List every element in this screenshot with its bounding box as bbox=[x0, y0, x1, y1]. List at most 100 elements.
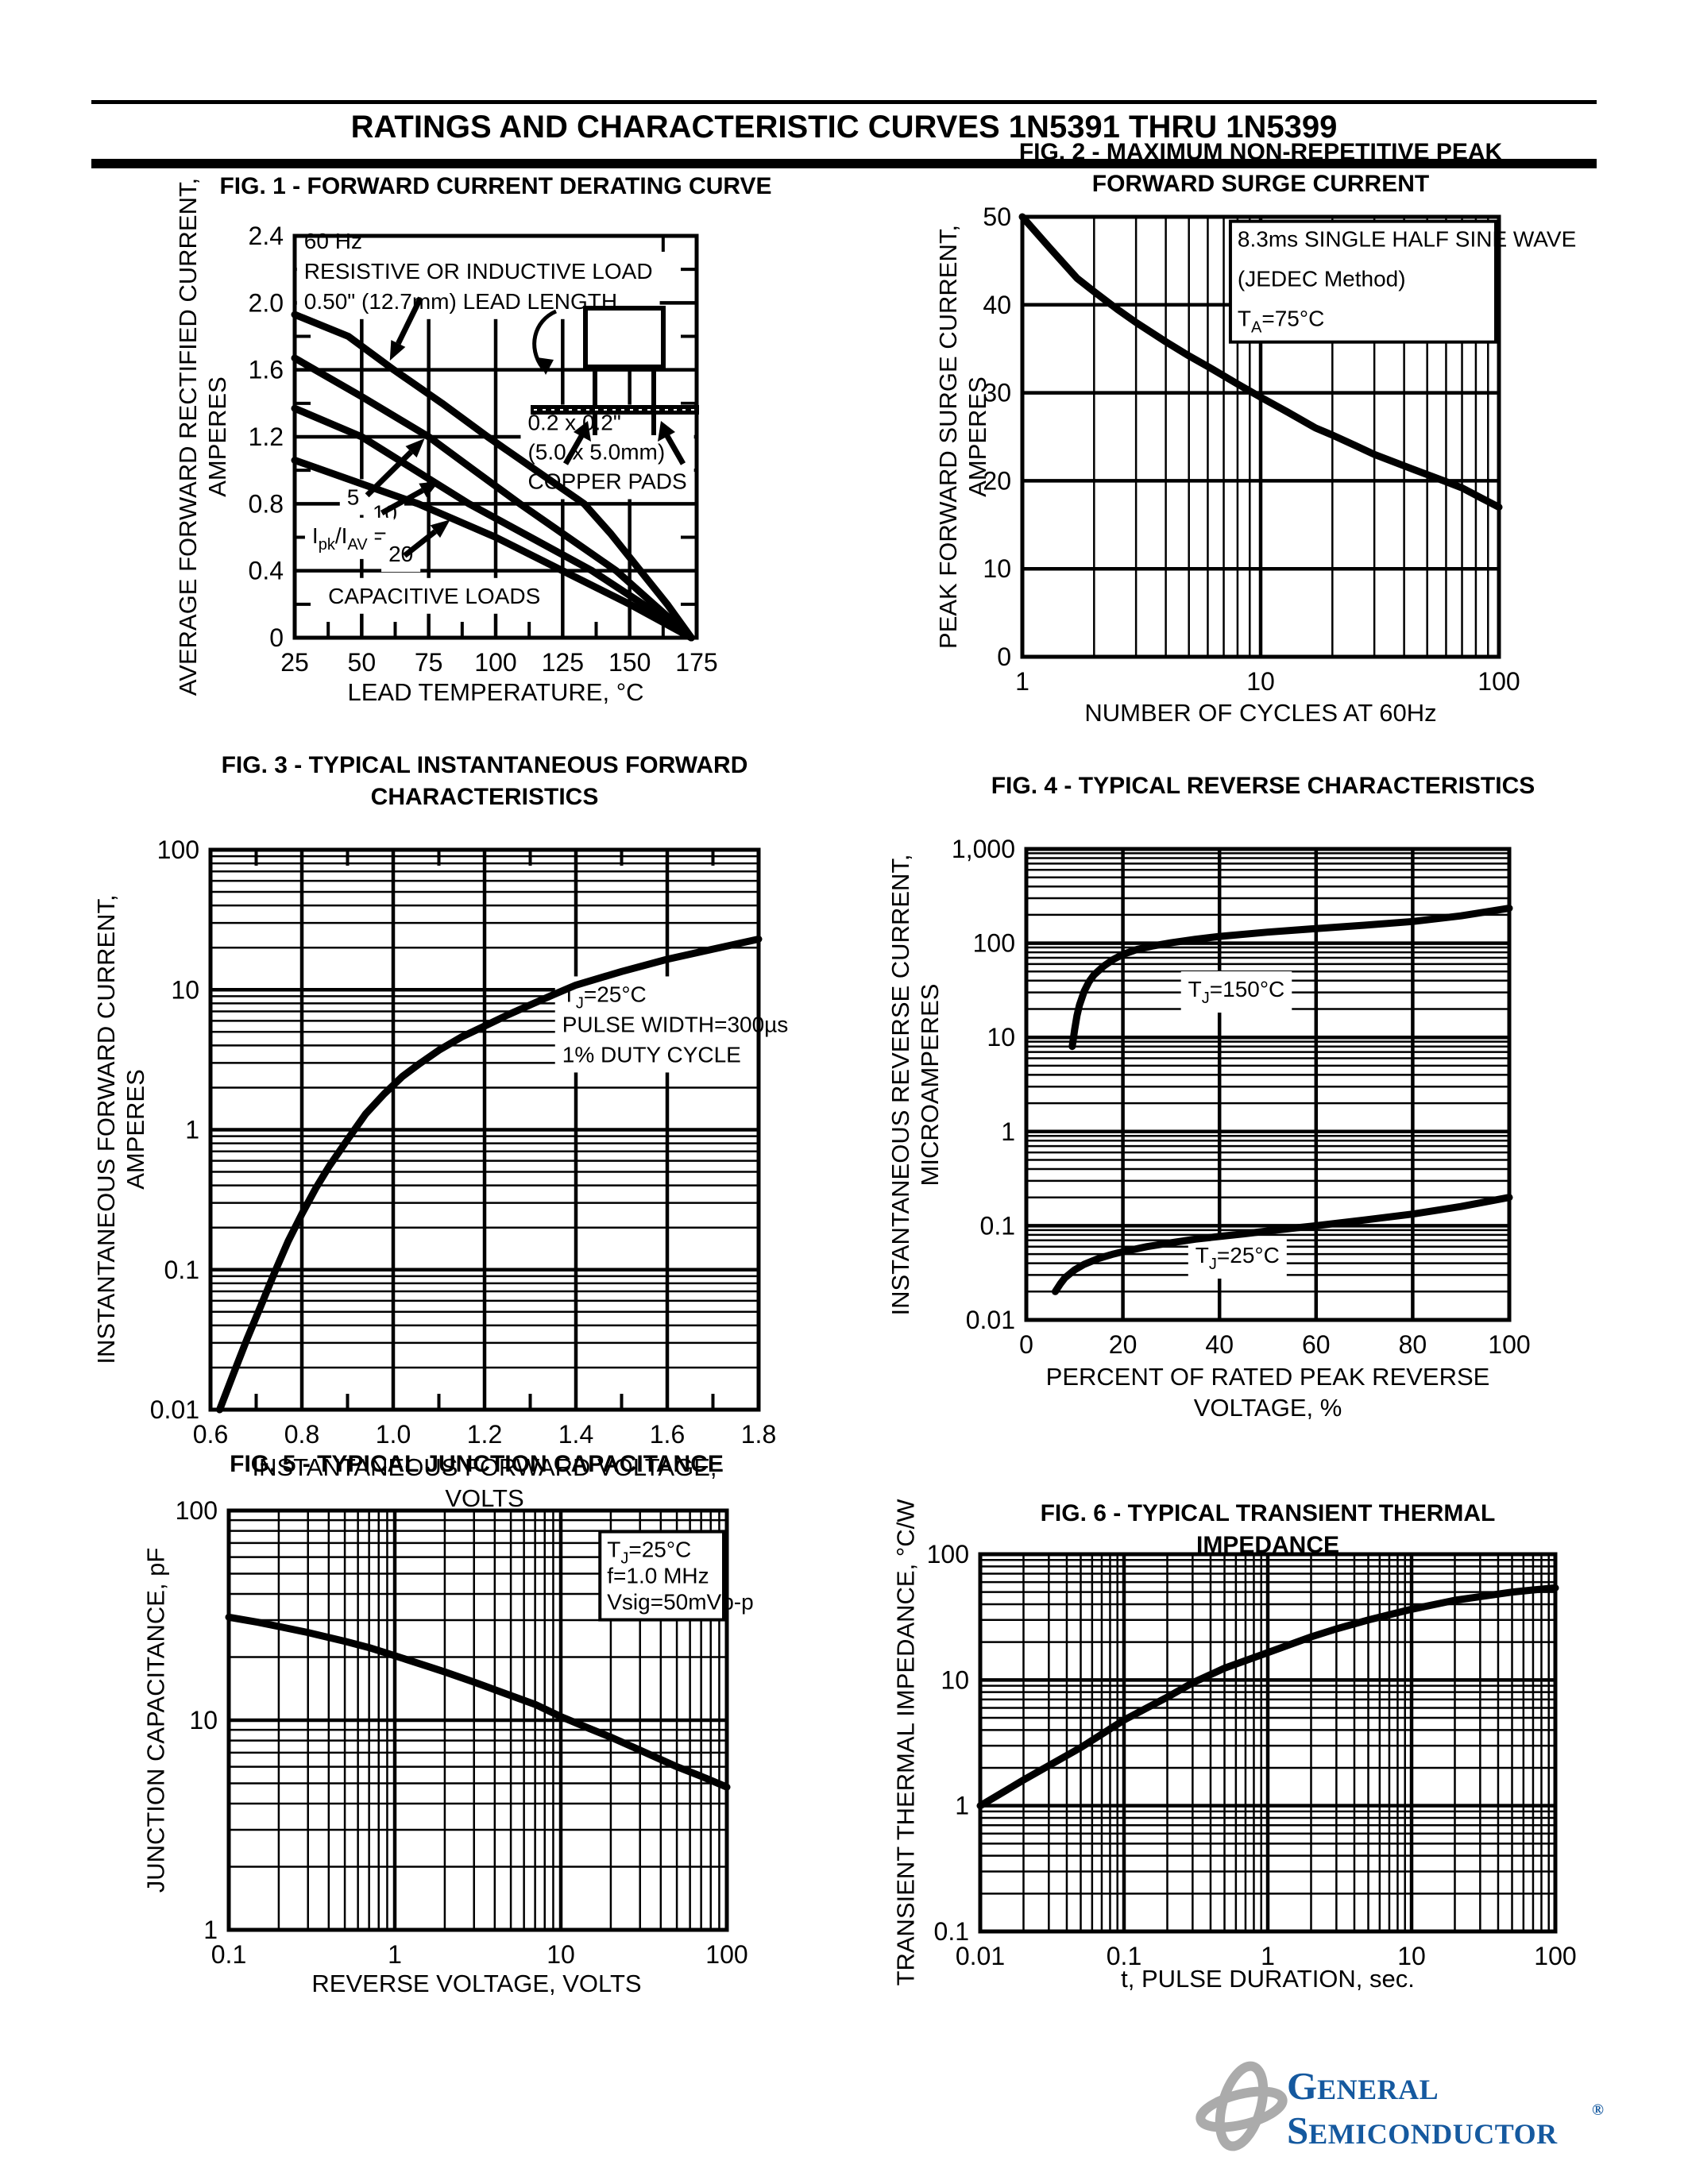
svg-text:RESISTIVE OR INDUCTIVE LOAD: RESISTIVE OR INDUCTIVE LOAD bbox=[304, 259, 653, 284]
svg-text:1.2: 1.2 bbox=[249, 423, 284, 451]
svg-text:5: 5 bbox=[347, 484, 360, 509]
svg-text:f=1.0 MHz: f=1.0 MHz bbox=[607, 1564, 709, 1588]
svg-text:1: 1 bbox=[203, 1916, 218, 1944]
svg-text:0.4: 0.4 bbox=[249, 557, 284, 585]
svg-text:10: 10 bbox=[189, 1706, 218, 1734]
svg-text:10: 10 bbox=[171, 975, 199, 1004]
svg-text:0: 0 bbox=[269, 623, 284, 652]
svg-text:125: 125 bbox=[542, 648, 584, 677]
fig3-x-axis-label: INSTANTANEOUS FORWARD VOLTAGE, VOLTS bbox=[252, 1453, 717, 1512]
svg-text:0.01: 0.01 bbox=[150, 1395, 199, 1424]
logo-text-semiconductor: SEMICONDUCTOR bbox=[1287, 2109, 1558, 2152]
fig4-title: FIG. 4 - TYPICAL REVERSE CHARACTERISTICS bbox=[991, 773, 1535, 799]
svg-text:1.2: 1.2 bbox=[467, 1420, 502, 1449]
svg-text:0: 0 bbox=[1019, 1330, 1033, 1359]
svg-text:0.1: 0.1 bbox=[934, 1917, 969, 1946]
svg-text:80: 80 bbox=[1399, 1330, 1427, 1359]
svg-text:60: 60 bbox=[1302, 1330, 1331, 1359]
fig1-title: FIG. 1 - FORWARD CURRENT DERATING CURVE bbox=[219, 173, 772, 199]
svg-text:20: 20 bbox=[1109, 1330, 1138, 1359]
svg-text:0.1: 0.1 bbox=[164, 1256, 199, 1284]
svg-text:TJ=150°C: TJ=150°C bbox=[1188, 977, 1285, 1007]
svg-text:0.1: 0.1 bbox=[211, 1940, 246, 1969]
fig3-title: FIG. 3 - TYPICAL INSTANTANEOUS FORWARD C… bbox=[221, 752, 748, 810]
svg-text:50: 50 bbox=[348, 648, 377, 677]
svg-text:0: 0 bbox=[997, 642, 1011, 671]
svg-text:TA=75°C: TA=75°C bbox=[1238, 307, 1324, 337]
svg-text:100: 100 bbox=[705, 1940, 747, 1969]
svg-text:100: 100 bbox=[1488, 1330, 1530, 1359]
svg-text:20: 20 bbox=[983, 466, 1011, 495]
svg-text:100: 100 bbox=[176, 1496, 218, 1525]
svg-text:175: 175 bbox=[675, 648, 717, 677]
fig4-chart: TJ=150°C TJ=25°C 0 20 40 60 80 100 0.01 0.1 1 10 100… bbox=[952, 835, 1531, 1359]
svg-text:1: 1 bbox=[185, 1116, 199, 1144]
svg-text:100: 100 bbox=[474, 648, 516, 677]
svg-text:0.6: 0.6 bbox=[193, 1420, 228, 1449]
svg-text:100: 100 bbox=[1534, 1942, 1576, 1970]
svg-text:1.6: 1.6 bbox=[650, 1420, 685, 1449]
svg-text:40: 40 bbox=[983, 291, 1011, 319]
fig2-x-axis-label: NUMBER OF CYCLES AT 60Hz bbox=[1084, 699, 1437, 727]
svg-text:0.01: 0.01 bbox=[956, 1942, 1005, 1970]
logo-text-general: GENERAL bbox=[1287, 2064, 1439, 2108]
svg-text:2.0: 2.0 bbox=[249, 288, 284, 317]
svg-text:1: 1 bbox=[1261, 1942, 1275, 1970]
svg-text:1.4: 1.4 bbox=[558, 1420, 593, 1449]
svg-text:1: 1 bbox=[955, 1792, 969, 1820]
header-rule-top bbox=[91, 100, 1597, 104]
fig4-x-axis-label: PERCENT OF RATED PEAK REVERSE VOLTAGE, % bbox=[1045, 1363, 1490, 1422]
mounting-pad-diagram bbox=[531, 306, 699, 465]
svg-text:10: 10 bbox=[547, 1940, 575, 1969]
svg-text:10: 10 bbox=[983, 554, 1011, 583]
svg-text:25: 25 bbox=[280, 648, 309, 677]
svg-text:10: 10 bbox=[987, 1023, 1015, 1051]
logo-registered-mark: ® bbox=[1592, 2101, 1604, 2119]
fig2-title: FIG. 2 - MAXIMUM NON-REPETITIVE PEAK FOR… bbox=[1018, 139, 1503, 197]
svg-text:150: 150 bbox=[608, 648, 651, 677]
svg-text:0.1: 0.1 bbox=[980, 1211, 1015, 1240]
svg-text:100: 100 bbox=[157, 835, 199, 864]
svg-text:0.1: 0.1 bbox=[1107, 1942, 1141, 1970]
svg-text:Ipk/IAV =: Ipk/IAV = bbox=[312, 523, 387, 554]
svg-text:100: 100 bbox=[1477, 667, 1520, 696]
svg-text:0.8: 0.8 bbox=[249, 489, 284, 518]
svg-text:Vsig=50mVp-p: Vsig=50mVp-p bbox=[607, 1590, 753, 1615]
fig6-title: FIG. 6 - TYPICAL TRANSIENT THERMAL IMPED… bbox=[1040, 1500, 1496, 1558]
svg-text:10: 10 bbox=[1397, 1942, 1426, 1970]
fig5-x-axis-label: REVERSE VOLTAGE, VOLTS bbox=[311, 1970, 642, 1997]
svg-text:10: 10 bbox=[941, 1665, 969, 1694]
svg-text:1,000: 1,000 bbox=[952, 835, 1015, 863]
svg-text:0.8: 0.8 bbox=[284, 1420, 319, 1449]
fig2-chart: 8.3ms SINGLE HALF SINE WAVE (JEDEC Method… bbox=[983, 203, 1576, 696]
fig5-title: FIG. 5 - TYPICAL JUNCTION CAPACITANCE bbox=[230, 1451, 724, 1477]
svg-text:TJ=25°C: TJ=25°C bbox=[1196, 1243, 1280, 1273]
svg-text:50: 50 bbox=[983, 203, 1011, 231]
svg-text:60 Hz: 60 Hz bbox=[304, 229, 362, 253]
svg-text:100: 100 bbox=[927, 1540, 969, 1569]
page-title: RATINGS AND CHARACTERISTIC CURVES 1N5391… bbox=[350, 110, 1338, 145]
fig1-x-axis-label: LEAD TEMPERATURE, °C bbox=[347, 678, 644, 706]
svg-text:40: 40 bbox=[1205, 1330, 1234, 1359]
svg-text:0.50" (12.7mm) LEAD LENGTH: 0.50" (12.7mm) LEAD LENGTH bbox=[304, 289, 617, 314]
svg-text:CAPACITIVE LOADS: CAPACITIVE LOADS bbox=[328, 584, 540, 608]
svg-text:8.3ms SINGLE HALF SINE WAVE: 8.3ms SINGLE HALF SINE WAVE bbox=[1238, 227, 1576, 252]
svg-text:1: 1 bbox=[388, 1940, 402, 1969]
svg-text:(5.0 x 5.0mm): (5.0 x 5.0mm) bbox=[527, 440, 665, 465]
svg-text:30: 30 bbox=[983, 379, 1011, 407]
svg-text:PULSE WIDTH=300µs: PULSE WIDTH=300µs bbox=[562, 1012, 789, 1036]
svg-text:0.01: 0.01 bbox=[966, 1306, 1015, 1334]
svg-text:1.6: 1.6 bbox=[249, 356, 284, 384]
svg-text:10: 10 bbox=[1246, 667, 1275, 696]
svg-text:TJ=25°C: TJ=25°C bbox=[607, 1538, 691, 1568]
svg-text:2.4: 2.4 bbox=[249, 222, 284, 250]
svg-text:75: 75 bbox=[415, 648, 443, 677]
svg-text:100: 100 bbox=[973, 929, 1015, 958]
svg-text:1.8: 1.8 bbox=[741, 1420, 776, 1449]
fig6-x-axis-label: t, PULSE DURATION, sec. bbox=[1121, 1965, 1415, 1993]
svg-text:1.0: 1.0 bbox=[376, 1420, 411, 1449]
